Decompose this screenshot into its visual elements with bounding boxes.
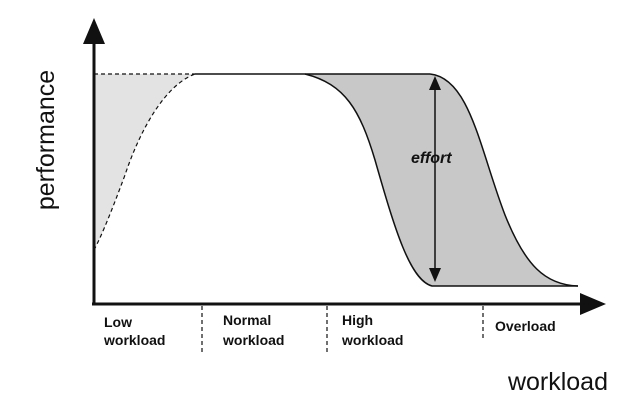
zone-low-line1: Low [104,314,132,330]
y-axis-label: performance [32,70,60,210]
zone-low-line2: workload [103,332,165,348]
x-axis [92,293,606,315]
x-axis-label: workload [507,368,608,396]
upper-decline-curve [429,73,579,287]
low-workload-shaded-region [94,74,195,250]
effort-label: effort [411,150,452,167]
effort-double-arrow [429,76,441,282]
zone-overload-label: Overload [495,318,556,334]
low-workload-rising-curve [93,73,196,251]
effort-band [305,74,578,286]
zone-normal-line2: workload [222,332,284,348]
zone-high-line2: workload [341,332,403,348]
zone-high-line1: High [342,312,373,328]
y-axis [83,18,105,305]
zone-normal-line1: Normal [223,312,271,328]
lower-decline-curve [304,73,578,287]
